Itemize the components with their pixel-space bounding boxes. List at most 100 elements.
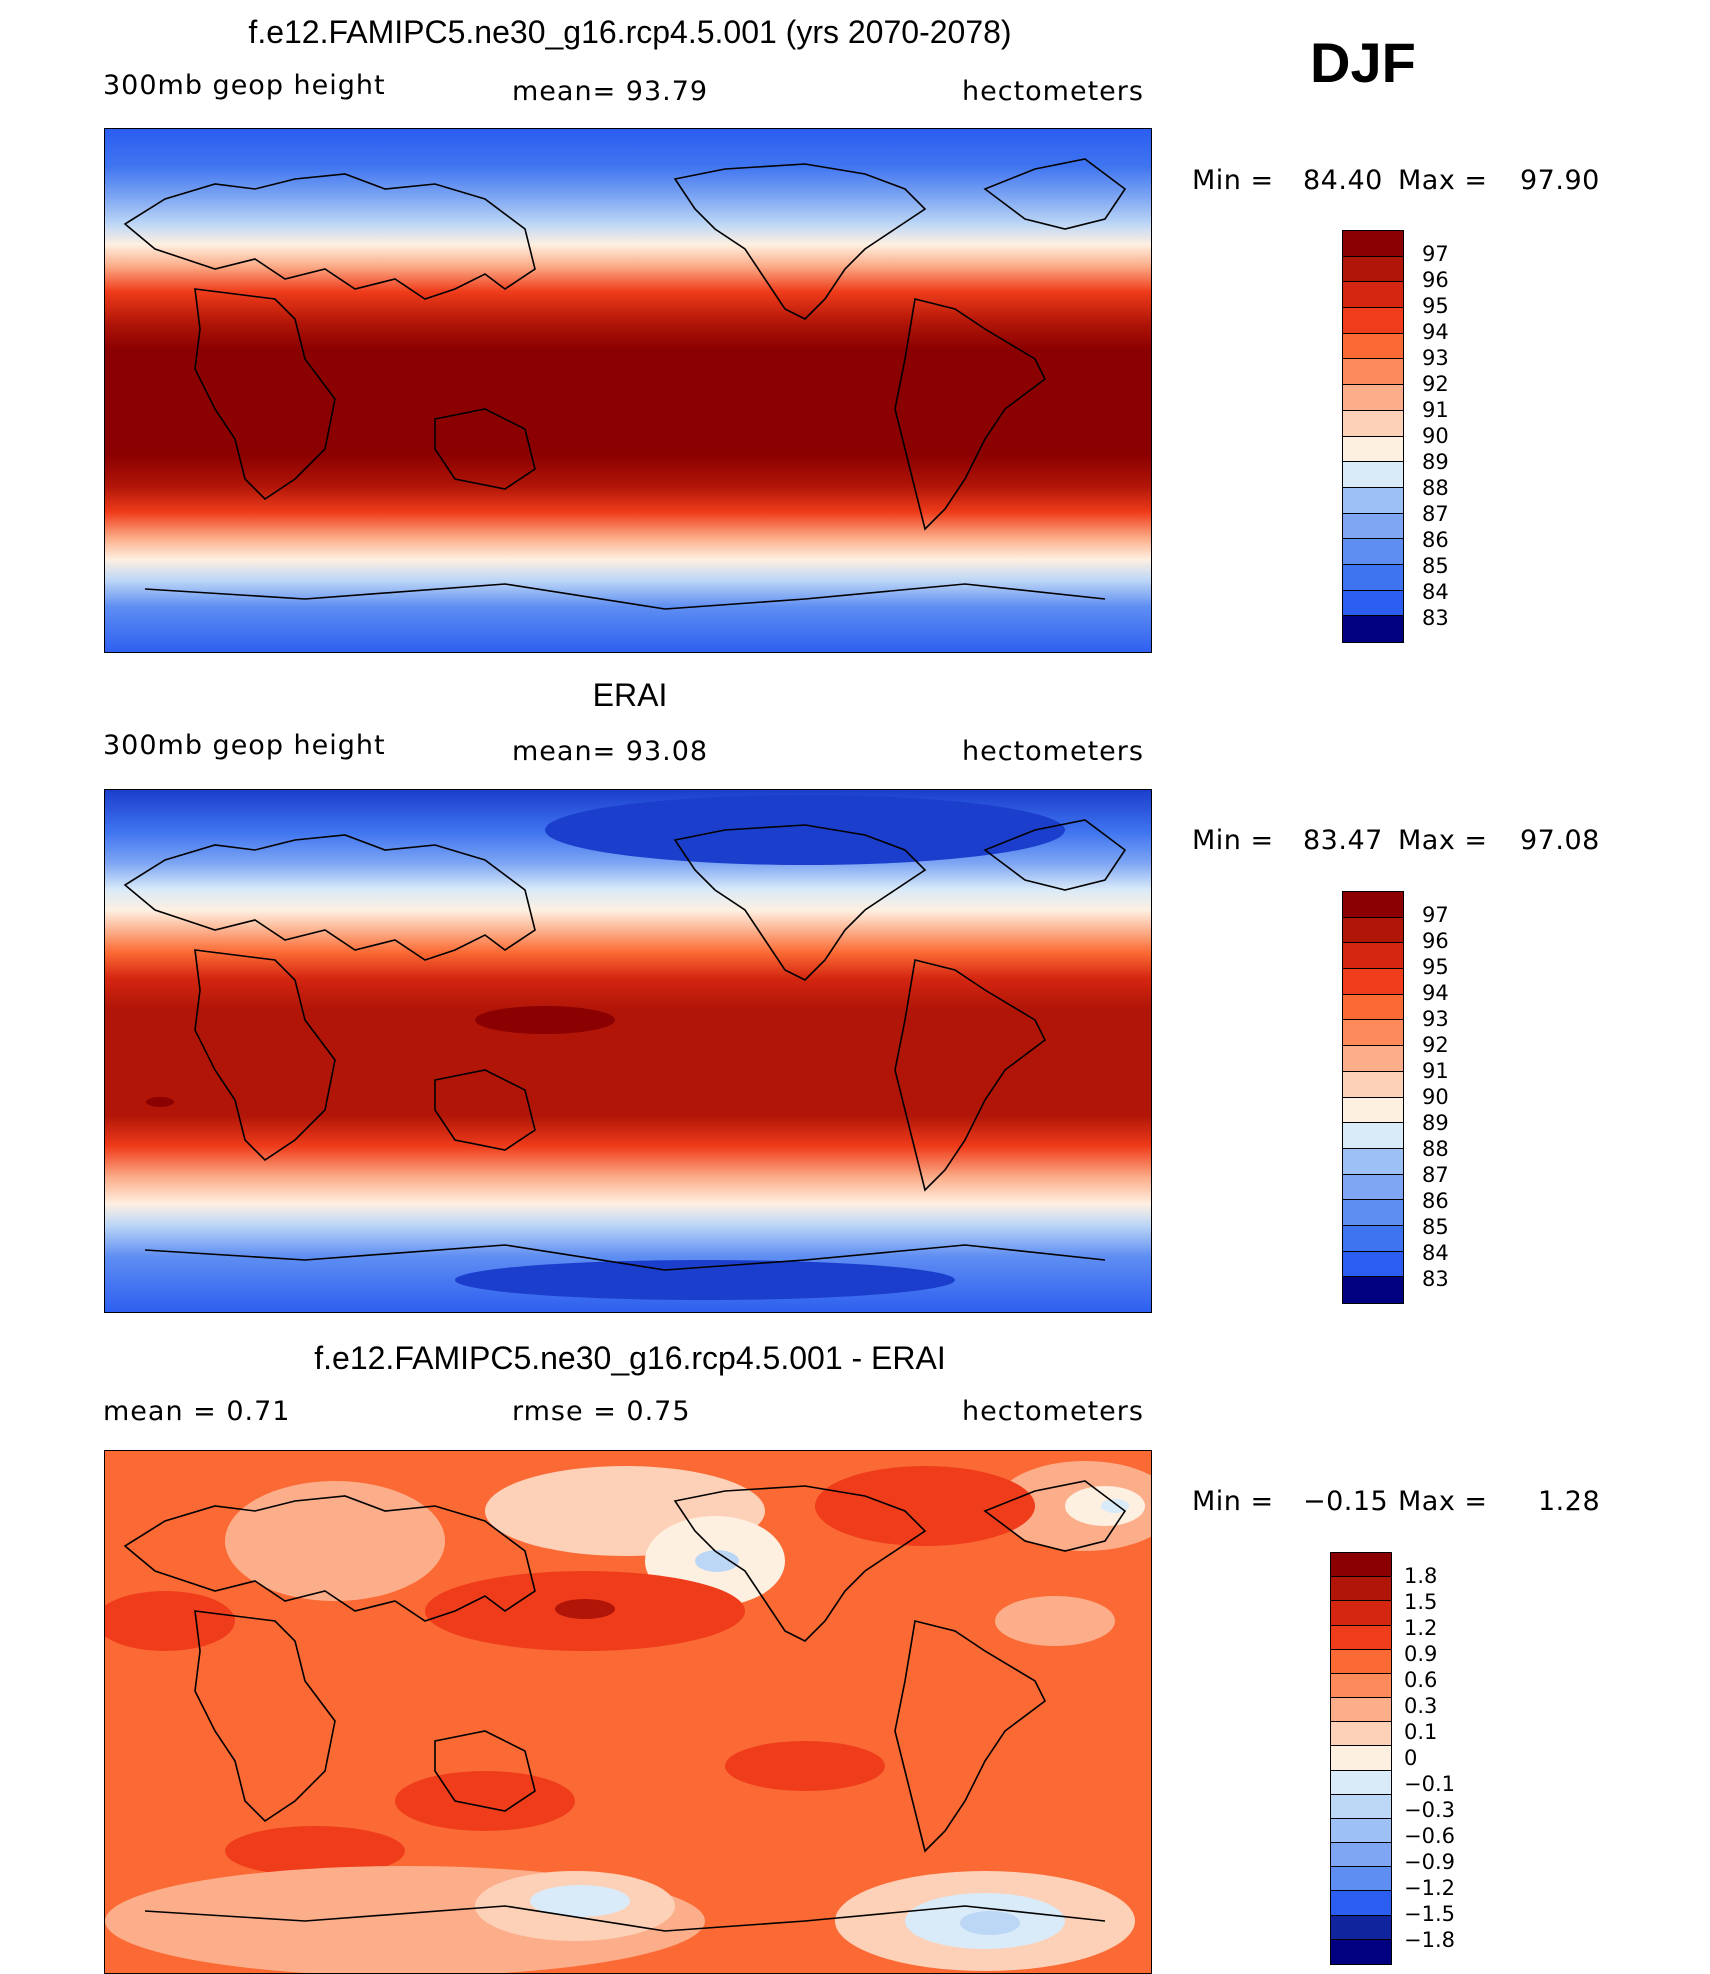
colorbar-swatch — [1343, 917, 1403, 944]
panel3-rmse-label: rmse = 0.75 — [512, 1396, 691, 1427]
colorbar-tick-label: 96 — [1422, 929, 1449, 953]
colorbar-swatch — [1343, 1046, 1403, 1072]
colorbar-swatch — [1343, 1148, 1403, 1175]
colorbar-tick-label: 92 — [1422, 372, 1449, 396]
panel3-max-value: 1.28 — [1538, 1486, 1601, 1517]
colorbar-tick-label: 95 — [1422, 294, 1449, 318]
colorbar-tick-label: 83 — [1422, 606, 1449, 630]
panel1-map-svg — [105, 129, 1151, 652]
panel2-title: ERAI — [592, 677, 668, 713]
colorbar-swatch — [1343, 308, 1403, 334]
colorbar-tick-label: 83 — [1422, 1267, 1449, 1291]
panel2-map-svg — [105, 790, 1151, 1312]
colorbar-tick-label: 94 — [1422, 981, 1449, 1005]
colorbar-tick-label: 0.6 — [1404, 1668, 1438, 1692]
panel3-map — [104, 1450, 1152, 1974]
colorbar-tick-label: 85 — [1422, 554, 1449, 578]
colorbar-swatch — [1343, 282, 1403, 309]
colorbar-tick-label: 87 — [1422, 502, 1449, 526]
panel3-units-label: hectometers — [962, 1396, 1144, 1427]
panel2-colorbar — [1342, 891, 1404, 1304]
colorbar-tick-label: 1.8 — [1404, 1564, 1438, 1588]
panel1-variable-label: 300mb geop height — [103, 70, 386, 101]
colorbar-tick-label: 91 — [1422, 1059, 1449, 1083]
colorbar-tick-label: 93 — [1422, 1007, 1449, 1031]
colorbar-swatch — [1343, 1251, 1403, 1278]
colorbar-swatch — [1343, 994, 1403, 1021]
colorbar-tick-label: 93 — [1422, 346, 1449, 370]
colorbar-tick-label: 1.5 — [1404, 1590, 1438, 1614]
panel3-map-svg — [105, 1451, 1151, 1973]
colorbar-swatch — [1331, 1891, 1391, 1916]
colorbar-swatch — [1343, 590, 1403, 617]
coastline-outline — [123, 158, 1127, 610]
colorbar-tick-label: 90 — [1422, 424, 1449, 448]
colorbar-tick-label: 85 — [1422, 1215, 1449, 1239]
colorbar-swatch — [1343, 1123, 1403, 1149]
colorbar-swatch — [1331, 1649, 1391, 1674]
panel2-variable-label: 300mb geop height — [103, 730, 386, 761]
colorbar-tick-label: 84 — [1422, 580, 1449, 604]
colorbar-tick-label: 96 — [1422, 268, 1449, 292]
colorbar-tick-label: 87 — [1422, 1163, 1449, 1187]
colorbar-swatch — [1331, 1867, 1391, 1892]
colorbar-tick-label: 86 — [1422, 528, 1449, 552]
colorbar-swatch — [1343, 1200, 1403, 1226]
colorbar-swatch — [1331, 1722, 1391, 1747]
colorbar-tick-label: 97 — [1422, 242, 1449, 266]
colorbar-swatch — [1331, 1698, 1391, 1723]
colorbar-tick-label: −0.3 — [1404, 1798, 1455, 1822]
colorbar-tick-label: 86 — [1422, 1189, 1449, 1213]
colorbar-swatch — [1343, 892, 1403, 918]
colorbar-swatch — [1331, 1625, 1391, 1650]
panel2-map — [104, 789, 1152, 1313]
colorbar-swatch — [1343, 539, 1403, 565]
panel2-mean-label: mean= 93.08 — [512, 736, 709, 767]
colorbar-swatch — [1343, 969, 1403, 995]
colorbar-tick-label: 97 — [1422, 903, 1449, 927]
colorbar-tick-label: 94 — [1422, 320, 1449, 344]
panel2-min-label: Min = — [1192, 825, 1274, 856]
colorbar-swatch — [1343, 943, 1403, 970]
colorbar-swatch — [1343, 616, 1403, 642]
colorbar-swatch — [1331, 1601, 1391, 1626]
colorbar-tick-label: 88 — [1422, 476, 1449, 500]
panel1-map — [104, 128, 1152, 653]
colorbar-tick-label: −0.6 — [1404, 1824, 1455, 1848]
season-label: DJF — [1310, 31, 1416, 94]
colorbar-swatch — [1343, 256, 1403, 283]
colorbar-tick-label: 1.2 — [1404, 1616, 1438, 1640]
panel3-title: f.e12.FAMIPC5.ne30_g16.rcp4.5.001 - ERAI — [314, 1340, 946, 1376]
panel3-mean-label: mean = 0.71 — [103, 1396, 291, 1427]
panel2-min-value: 83.47 — [1303, 825, 1383, 856]
colorbar-swatch — [1343, 1071, 1403, 1098]
colorbar-swatch — [1343, 436, 1403, 463]
colorbar-swatch — [1331, 1746, 1391, 1771]
colorbar-swatch — [1331, 1915, 1391, 1940]
colorbar-swatch — [1331, 1673, 1391, 1699]
panel1-min-value: 84.40 — [1303, 165, 1383, 196]
panel1-mean-label: mean= 93.79 — [512, 76, 709, 107]
colorbar-swatch — [1343, 410, 1403, 437]
colorbar-tick-label: 89 — [1422, 1111, 1449, 1135]
colorbar-swatch — [1331, 1939, 1391, 1964]
colorbar-swatch — [1343, 1020, 1403, 1047]
colorbar-swatch — [1343, 333, 1403, 360]
colorbar-tick-label: −0.9 — [1404, 1850, 1455, 1874]
colorbar-swatch — [1343, 359, 1403, 386]
panel2-max-value: 97.08 — [1520, 825, 1600, 856]
panel2-max-label: Max = — [1398, 825, 1488, 856]
panel3-min-label: Min = — [1192, 1486, 1274, 1517]
colorbar-swatch — [1331, 1553, 1391, 1578]
colorbar-swatch — [1343, 385, 1403, 411]
panel1-colorbar — [1342, 230, 1404, 643]
colorbar-tick-label: −1.8 — [1404, 1928, 1455, 1952]
colorbar-swatch — [1343, 513, 1403, 540]
colorbar-swatch — [1343, 462, 1403, 488]
colorbar-swatch — [1343, 564, 1403, 591]
colorbar-swatch — [1331, 1818, 1391, 1844]
colorbar-tick-label: −1.5 — [1404, 1902, 1455, 1926]
panel1-max-label: Max = — [1398, 165, 1488, 196]
colorbar-tick-label: 84 — [1422, 1241, 1449, 1265]
colorbar-swatch — [1343, 1277, 1403, 1303]
